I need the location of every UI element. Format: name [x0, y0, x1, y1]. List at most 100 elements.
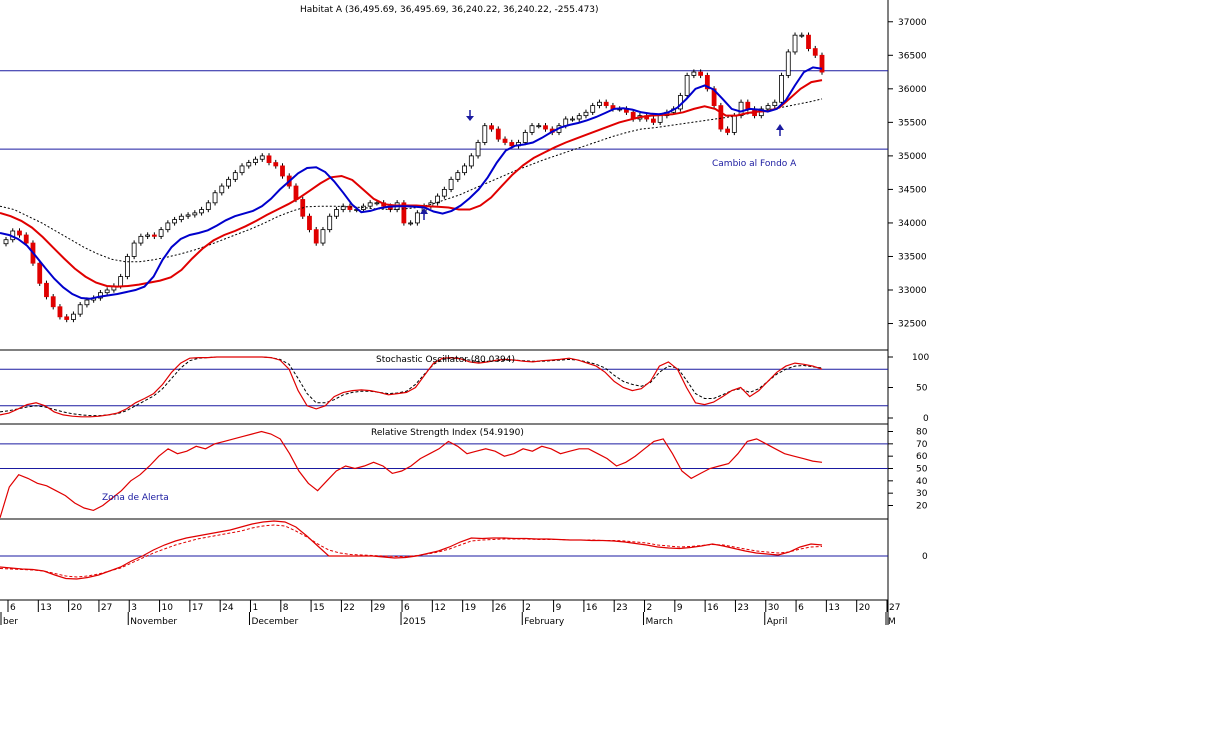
candle — [543, 125, 548, 130]
candle — [448, 178, 454, 190]
x-tick-label: 17 — [192, 603, 203, 613]
stochastic-tick-label: 0 — [923, 414, 929, 424]
candle — [779, 75, 784, 103]
candle — [124, 256, 130, 277]
candle — [806, 34, 811, 49]
stochastic-title: Stochastic Oscillator (80.0394) — [376, 355, 515, 365]
ma-long-line — [0, 98, 823, 263]
candle — [597, 101, 602, 106]
x-tick-label: 3 — [131, 603, 137, 613]
x-month-label: December — [251, 617, 298, 627]
x-month-label: 2015 — [403, 617, 426, 627]
candle — [293, 185, 299, 200]
candle — [374, 202, 380, 205]
y-tick-label: 36000 — [898, 85, 927, 95]
candle — [482, 125, 488, 143]
ema-slow-line — [0, 79, 823, 288]
arrow-up-icon — [420, 208, 428, 220]
candle — [226, 178, 231, 187]
arrow-up-icon — [776, 124, 784, 136]
candle — [576, 115, 582, 120]
x-tick-label: 29 — [374, 603, 386, 613]
candle — [313, 229, 319, 244]
candle — [84, 299, 90, 306]
candle — [17, 230, 22, 236]
x-tick-label: 2 — [647, 603, 653, 613]
candle — [718, 105, 724, 130]
price-panel — [0, 32, 825, 323]
candle — [320, 229, 326, 244]
candle — [725, 128, 730, 133]
stochastic-panel: 100 50 0 — [0, 353, 929, 424]
x-tick-label: 27 — [889, 603, 900, 613]
chart-title: Habitat A (36,495.69, 36,495.69, 36,240.… — [300, 5, 599, 15]
candle — [219, 185, 225, 194]
candle — [495, 128, 501, 140]
candle — [64, 316, 70, 320]
x-tick-label: 19 — [465, 603, 477, 613]
x-tick-label: 23 — [616, 603, 627, 613]
candle — [799, 34, 805, 37]
candle — [145, 234, 151, 237]
candle — [408, 222, 414, 225]
stochastic-k-line — [0, 356, 823, 418]
candle — [414, 212, 420, 224]
candle — [138, 235, 144, 244]
x-tick-label: 20 — [71, 603, 83, 613]
candle — [455, 172, 461, 180]
x-tick-label: 6 — [404, 603, 410, 613]
reference-levels — [0, 70, 888, 150]
annotation-bottom-change: Cambio al Fondo A — [712, 159, 797, 169]
candle — [77, 304, 83, 315]
candle — [819, 54, 825, 73]
candle — [3, 239, 9, 245]
rsi-panel: 80 70 60 50 40 30 20 — [0, 428, 928, 518]
candle — [509, 142, 515, 147]
value-axis: 37000 36500 36000 35500 35000 34500 34000 33500… — [888, 18, 927, 330]
stochastic-tick-label: 100 — [912, 353, 929, 363]
candle — [441, 189, 447, 197]
rsi-tick-label: 50 — [916, 465, 928, 475]
x-tick-label: 2 — [525, 603, 531, 613]
x-tick-label: 12 — [434, 603, 445, 613]
candle — [192, 212, 198, 216]
candle — [704, 75, 710, 90]
candle — [590, 105, 596, 113]
candle — [738, 101, 744, 117]
candle — [536, 125, 542, 128]
x-tick-label: 22 — [343, 603, 354, 613]
candle — [172, 219, 177, 224]
candle — [570, 118, 575, 121]
candle — [307, 215, 312, 231]
y-tick-label: 34500 — [898, 185, 927, 195]
candle — [178, 215, 184, 220]
stochastic-tick-label: 50 — [916, 384, 928, 394]
candle — [765, 105, 771, 110]
y-tick-label: 33500 — [898, 252, 927, 262]
macd-signal-line — [0, 524, 823, 578]
candle — [529, 125, 535, 133]
rsi-title: Relative Strength Index (54.9190) — [371, 428, 524, 438]
annotation-alert-zone: Zona de Alerta — [102, 493, 169, 503]
candle — [199, 209, 204, 214]
candle — [698, 71, 704, 76]
stochastic-d-line — [0, 356, 823, 417]
rsi-tick-label: 40 — [916, 477, 928, 487]
x-tick-label: 8 — [283, 603, 289, 613]
x-tick-label: 13 — [828, 603, 839, 613]
candle — [266, 155, 272, 163]
candle — [118, 276, 124, 287]
x-tick-label: 16 — [707, 603, 719, 613]
macd-panel: 0 — [0, 520, 928, 580]
candle — [603, 101, 609, 106]
x-tick-label: 26 — [495, 603, 507, 613]
candle — [104, 289, 110, 294]
candle — [280, 165, 285, 177]
x-tick-label: 9 — [677, 603, 683, 613]
candle — [347, 205, 353, 210]
x-month-label: ber — [3, 617, 18, 627]
candle — [792, 34, 798, 53]
candle — [185, 214, 191, 217]
candle — [334, 209, 339, 217]
candle — [583, 111, 589, 117]
